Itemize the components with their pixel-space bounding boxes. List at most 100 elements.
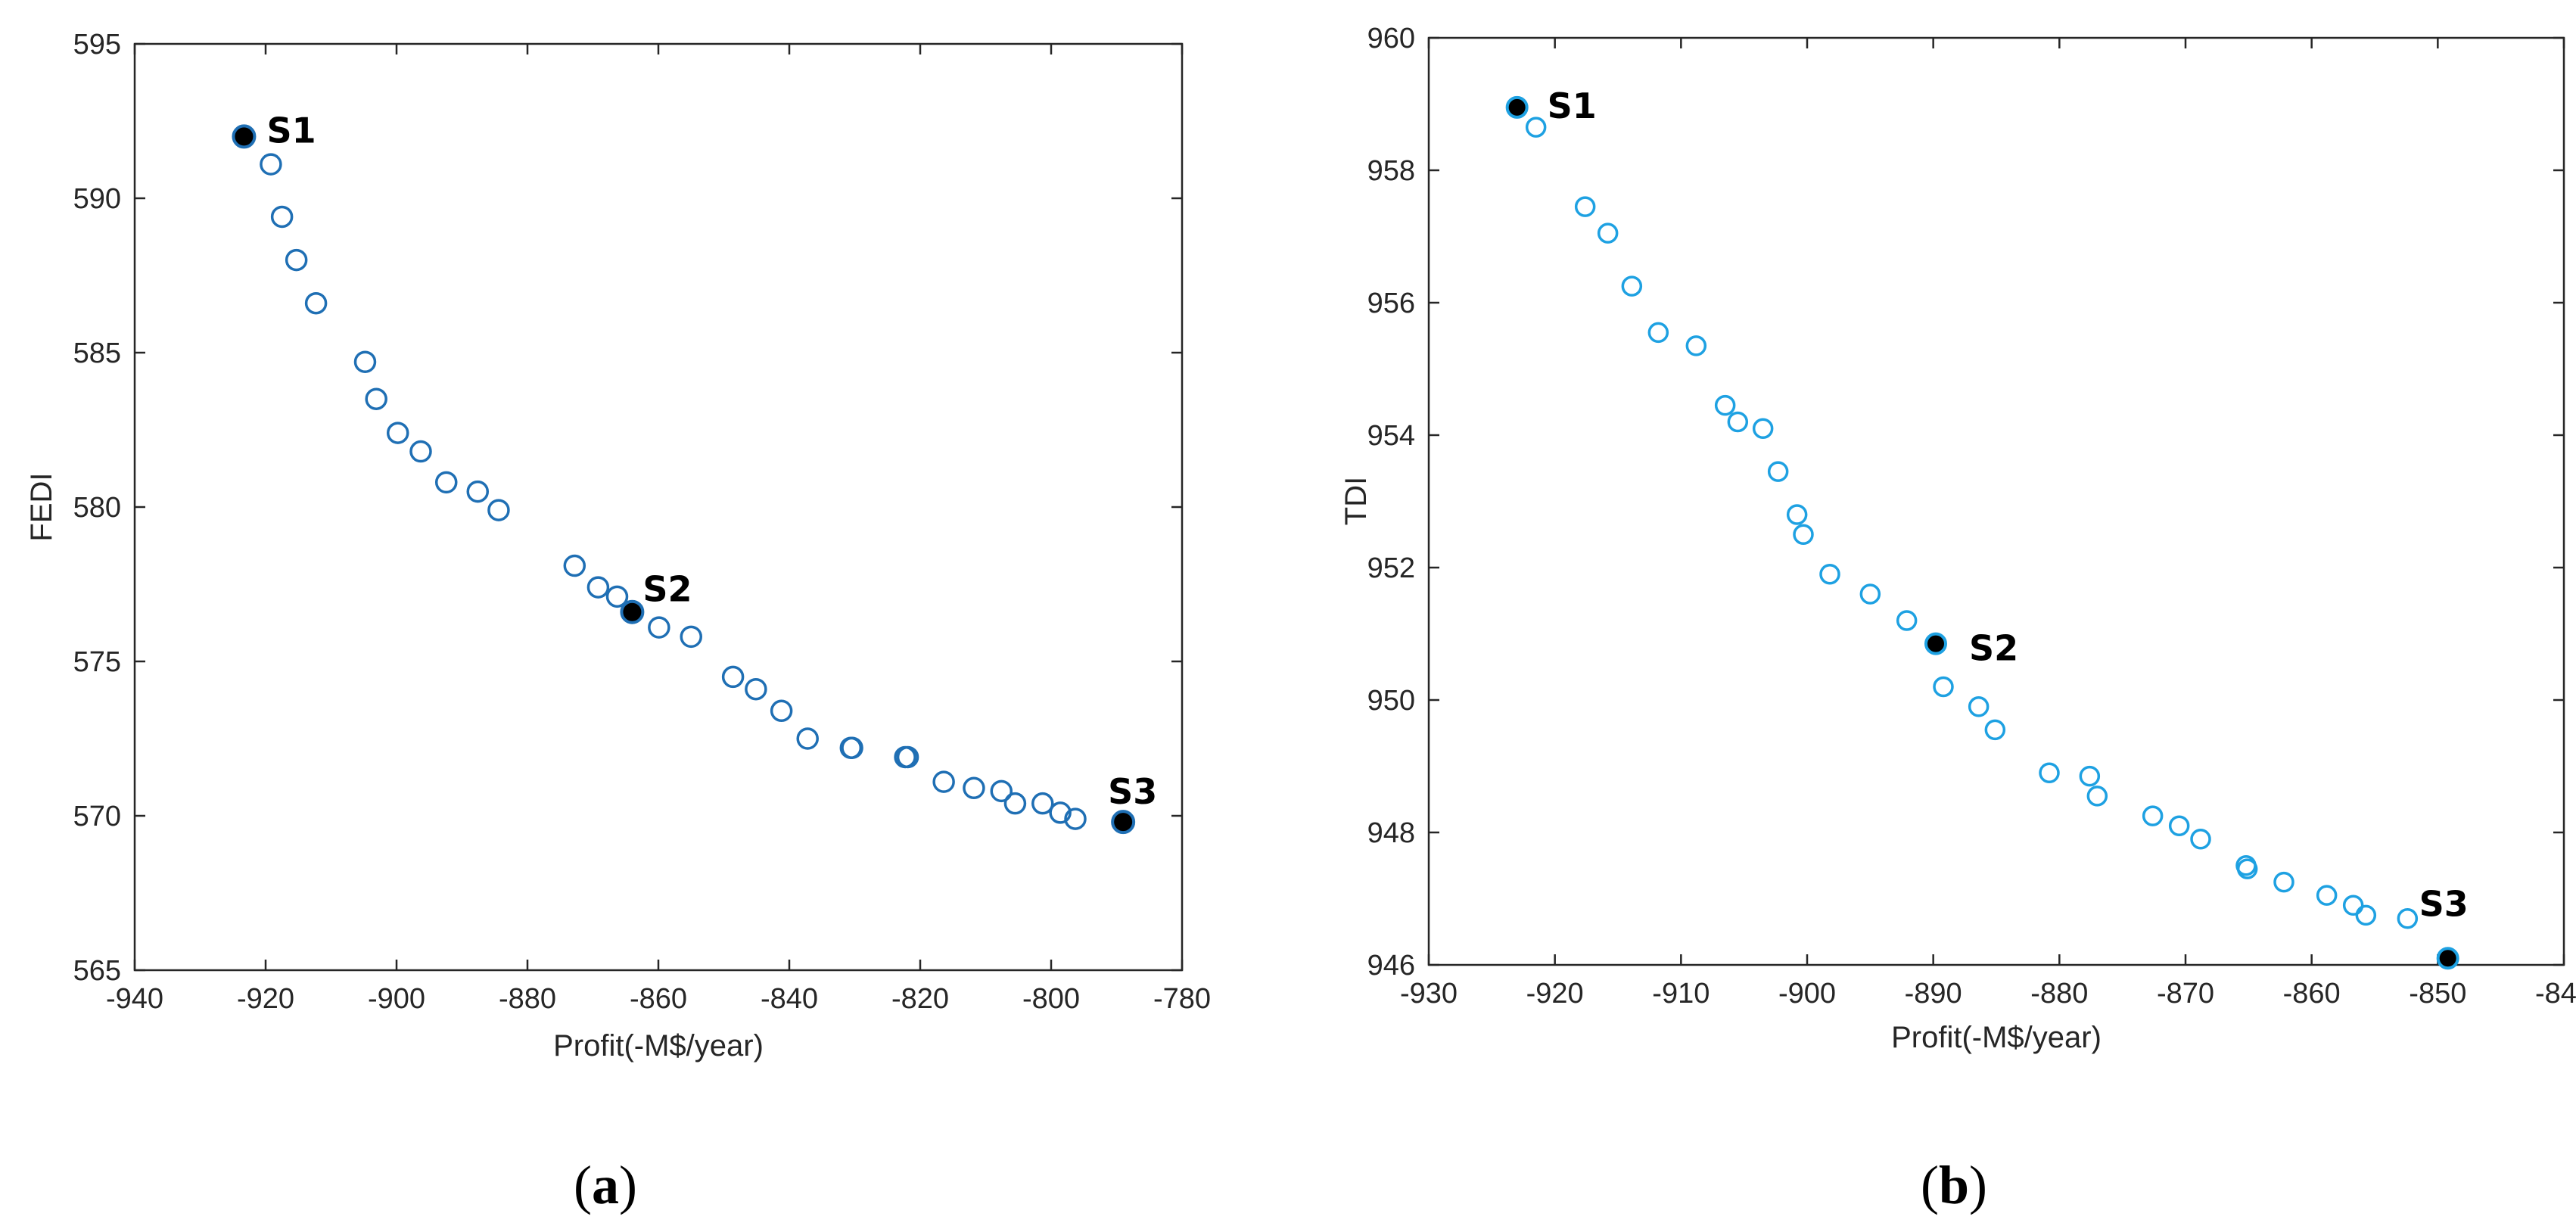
y-tick-label-b: 946 — [1367, 950, 1415, 982]
data-point-a — [563, 554, 586, 577]
highlight-point-s2-a — [620, 599, 645, 624]
chart-panel-a: -940 -920 -900 -880 -860 -840 -820 -800 -780 565 5… — [25, 29, 1211, 1215]
data-point-a — [841, 736, 863, 759]
data-point-b — [1597, 222, 1619, 244]
data-point-a — [1064, 807, 1087, 830]
data-point-a — [770, 699, 793, 723]
data-point-a — [260, 153, 282, 176]
data-point-a — [680, 625, 702, 649]
data-point-b — [2168, 815, 2190, 836]
caption-letter-a: a — [592, 1155, 619, 1215]
data-point-b — [1714, 394, 1736, 416]
x-tick-label-b: -870 — [2157, 978, 2214, 1010]
data-point-b — [1767, 461, 1789, 482]
plot-area-a — [133, 42, 1184, 972]
x-tick-label-a: -780 — [1153, 983, 1211, 1015]
caption-letter-b: b — [1939, 1155, 1969, 1215]
annotation-s3-a: S3 — [1108, 771, 1157, 812]
y-tick-label-b: 958 — [1367, 155, 1415, 187]
data-point-b — [1819, 564, 1840, 585]
y-tick-label-a: 565 — [73, 955, 121, 987]
x-tick-label-b: -850 — [2409, 978, 2466, 1010]
x-tick-label-b: -900 — [1778, 978, 1836, 1010]
caption-b: (b) — [1921, 1155, 1987, 1215]
y-tick-label-b: 950 — [1367, 685, 1415, 717]
x-tick-label-b: -890 — [1905, 978, 1962, 1010]
x-tick-label-b: -920 — [1526, 978, 1584, 1010]
annotation-s2-b: S2 — [1969, 628, 2018, 669]
data-point-a — [487, 499, 510, 521]
x-tick-label-b: -880 — [2030, 978, 2088, 1010]
x-tick-label-a: -880 — [499, 983, 556, 1015]
y-tick-label-b: 954 — [1367, 420, 1415, 452]
data-point-b — [2086, 786, 2108, 807]
data-point-b — [2039, 762, 2060, 783]
highlight-point-s3-b — [2436, 947, 2459, 970]
x-tick-label-b: -930 — [1400, 978, 1458, 1010]
data-point-a — [409, 440, 432, 463]
data-point-b — [2142, 805, 2164, 826]
data-point-b — [1621, 275, 1643, 297]
data-point-a — [365, 387, 387, 410]
y-tick-label-a: 575 — [73, 646, 121, 678]
x-tick-label-a: -800 — [1022, 983, 1080, 1015]
data-point-a — [605, 585, 629, 608]
x-tick-label-a: -900 — [368, 983, 425, 1015]
data-point-a — [285, 248, 308, 272]
x-tick-label-a: -860 — [630, 983, 687, 1015]
data-point-b — [1786, 504, 1808, 525]
data-point-a — [353, 350, 377, 373]
y-tick-label-a: 580 — [73, 492, 121, 524]
data-point-a — [932, 770, 955, 793]
data-point-b — [1968, 696, 1990, 717]
y-tick-label-b: 960 — [1367, 23, 1415, 54]
data-point-a — [796, 727, 819, 750]
y-tick-label-b: 956 — [1367, 288, 1415, 319]
data-point-a — [270, 205, 294, 229]
x-tick-label-a: -940 — [106, 983, 163, 1015]
annotation-s3-b: S3 — [2419, 883, 2469, 924]
x-axis-label-b: Profit(-M$/year) — [1891, 1021, 2102, 1054]
data-point-b — [1793, 524, 1814, 545]
y-axis-label-a: FEDI — [25, 472, 58, 541]
data-point-a — [586, 576, 610, 599]
data-point-b — [1727, 411, 1749, 433]
plot-area-b — [1427, 36, 2565, 966]
data-point-a — [963, 776, 985, 800]
data-point-a — [1049, 801, 1072, 824]
data-point-b — [2079, 765, 2101, 787]
data-point-b — [1896, 610, 1918, 631]
data-point-a — [648, 616, 670, 639]
data-point-a — [721, 665, 745, 689]
data-point-b — [1933, 676, 1954, 698]
data-point-a — [1031, 792, 1054, 815]
x-tick-label-b: -910 — [1652, 978, 1710, 1010]
y-tick-label-a: 585 — [73, 338, 121, 369]
highlight-point-s1-a — [232, 124, 257, 149]
annotation-s1-a: S1 — [266, 110, 316, 151]
data-point-b — [1752, 418, 1774, 439]
data-point-a — [896, 745, 919, 769]
data-point-b — [1647, 322, 1669, 344]
data-point-a — [386, 422, 409, 444]
x-tick-label-a: -840 — [761, 983, 818, 1015]
ticks-b: -930 -920 -910 -900 -890 -880 -870 -860 -850 -840… — [1367, 23, 2576, 1010]
data-point-b — [1685, 335, 1707, 356]
data-point-b — [2236, 858, 2258, 879]
data-point-a — [466, 480, 490, 503]
data-point-b — [1574, 196, 1596, 217]
data-point-a — [745, 677, 767, 701]
marks-b: S1 S2 S3 — [1505, 86, 2469, 970]
y-tick-label-a: 570 — [73, 801, 121, 832]
x-tick-label-b: -840 — [2535, 978, 2576, 1010]
y-axis-label-b: TDI — [1339, 477, 1373, 525]
highlight-point-s1-b — [1505, 95, 1529, 119]
y-tick-label-b: 948 — [1367, 817, 1415, 849]
data-point-a — [990, 779, 1013, 803]
marks-a: S1 S2 S3 — [232, 110, 1157, 835]
annotation-s2-a: S2 — [642, 569, 692, 610]
x-tick-label-a: -820 — [891, 983, 949, 1015]
caption-a: (a) — [574, 1155, 637, 1215]
data-point-b — [2273, 871, 2294, 893]
